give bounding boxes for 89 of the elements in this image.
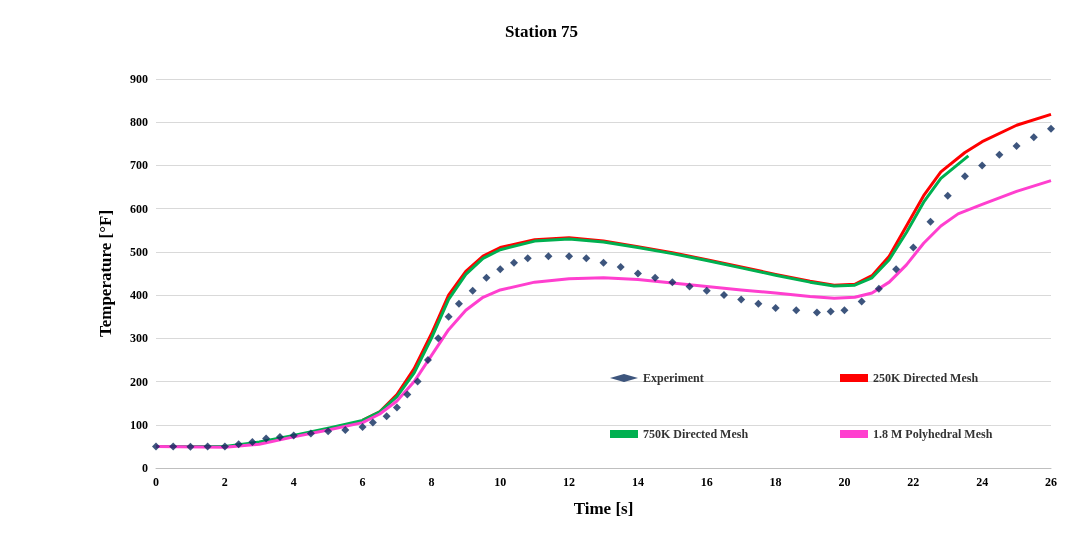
x-tick-label: 12: [563, 475, 576, 489]
point: [995, 150, 1004, 159]
point: [186, 442, 195, 451]
point: [482, 273, 491, 282]
point: [565, 252, 574, 261]
point: [454, 299, 463, 308]
y-axis-title: Temperature [°F]: [96, 209, 115, 338]
x-tick-label: 2: [221, 475, 228, 489]
x-tick-label: 4: [290, 475, 297, 489]
x-tick-label: 16: [700, 475, 713, 489]
point: [358, 422, 367, 431]
point: [220, 442, 229, 451]
point: [203, 442, 212, 451]
x-tick-label: 6: [359, 475, 366, 489]
y-tick-label: 600: [130, 201, 148, 216]
point: [616, 263, 625, 272]
x-tick-label: 10: [494, 475, 507, 489]
point: [685, 282, 694, 291]
point: [812, 308, 821, 317]
point: [434, 334, 443, 343]
x-tick-label: 18: [769, 475, 782, 489]
point: [382, 412, 391, 421]
point: [651, 273, 660, 282]
x-tick-label: 22: [907, 475, 920, 489]
point: [719, 291, 728, 300]
point: [510, 258, 518, 267]
point: [1012, 141, 1021, 150]
point: [248, 438, 257, 447]
x-tick-label: 24: [976, 475, 989, 489]
point: [874, 284, 883, 293]
point: [392, 403, 401, 412]
point: [599, 258, 608, 267]
point: [840, 306, 849, 315]
point: [826, 307, 835, 316]
point: [413, 377, 422, 386]
legend-label: 1.8 M Polyhedral Mesh: [873, 427, 993, 441]
point: [771, 304, 780, 313]
point: [892, 265, 901, 274]
x-tick-label: 14: [631, 475, 644, 489]
point: [152, 442, 160, 451]
y-tick-label: 500: [130, 244, 148, 259]
point: [909, 243, 918, 252]
x-tick-label: 20: [838, 475, 851, 489]
point: [926, 217, 935, 226]
point: [306, 429, 315, 438]
x-axis-title: Time [s]: [573, 499, 634, 518]
point: [978, 161, 987, 170]
x-tick-label: 8: [428, 475, 435, 489]
legend-label: 250K Directed Mesh: [873, 371, 979, 385]
point: [960, 172, 969, 181]
point: [468, 286, 477, 295]
chart-title: Station 75: [504, 22, 579, 41]
point: [523, 254, 532, 263]
point: [368, 418, 377, 427]
point: [857, 297, 866, 306]
point: [943, 191, 952, 200]
point: [496, 265, 505, 274]
y-tick-label: 300: [130, 331, 148, 346]
y-tick-label: 700: [130, 158, 148, 173]
x-tick-label: 26: [1045, 475, 1057, 489]
point: [234, 440, 243, 449]
point: [544, 252, 553, 261]
y-tick-label: 800: [130, 115, 148, 130]
point: [754, 299, 763, 308]
point: [444, 312, 453, 321]
legend-label: 750K Directed Mesh: [643, 427, 749, 441]
point: [275, 432, 284, 441]
point: [262, 434, 271, 443]
point: [324, 427, 333, 436]
point: [702, 286, 711, 295]
legend-label: Experiment: [643, 371, 704, 385]
point: [668, 278, 677, 287]
y-tick-label: 100: [130, 417, 148, 432]
point: [1029, 133, 1038, 142]
point: [582, 254, 591, 263]
point: [169, 442, 178, 451]
y-tick-label: 900: [130, 72, 148, 86]
y-tick-label: 0: [142, 461, 148, 475]
point: [633, 269, 642, 278]
point: [792, 306, 801, 315]
y-tick-label: 200: [130, 374, 148, 389]
point: [341, 425, 350, 434]
point: [1047, 124, 1055, 133]
x-tick-label: 0: [153, 475, 159, 489]
y-tick-label: 400: [130, 288, 148, 303]
point: [289, 431, 298, 440]
point: [403, 390, 412, 399]
point: [737, 295, 746, 304]
point: [423, 355, 432, 364]
